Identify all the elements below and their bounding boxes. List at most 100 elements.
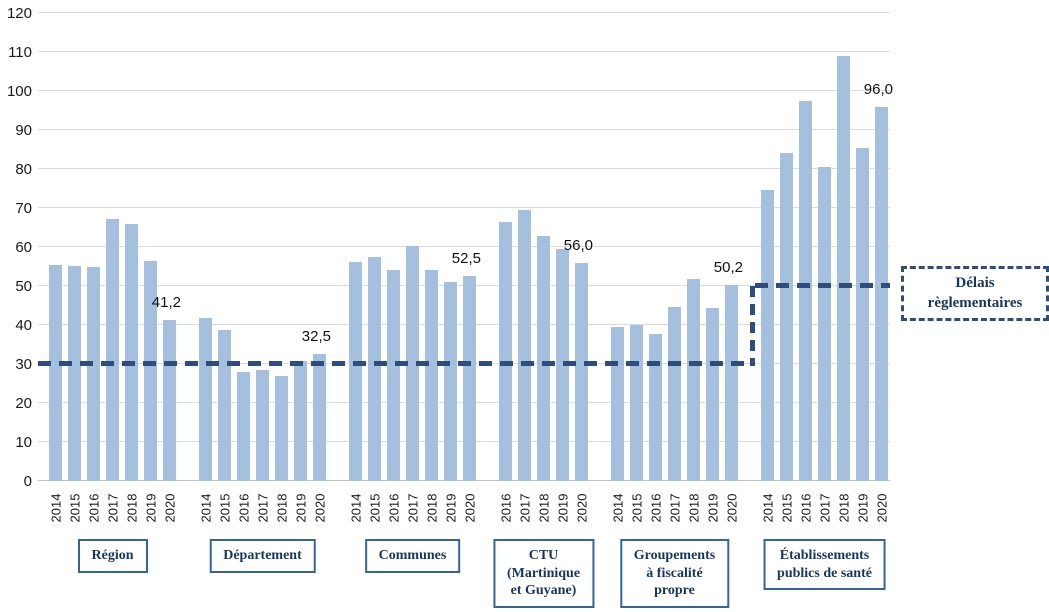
bar-slot: 2016 bbox=[798, 13, 813, 522]
bar-2018 bbox=[425, 269, 438, 481]
category-box: Département bbox=[209, 539, 316, 573]
x-axis-year-label: 2015 bbox=[629, 493, 644, 523]
y-axis-tick-label: 50 bbox=[15, 278, 32, 295]
category-box-label-line: et Guyane) bbox=[510, 583, 577, 598]
bar-slot: 2016 bbox=[86, 13, 101, 522]
x-axis-year-label: 2019 bbox=[705, 493, 720, 523]
bar-slot: 2014 bbox=[610, 13, 625, 522]
bar-2020 bbox=[313, 354, 326, 481]
x-axis-year-label: 2015 bbox=[779, 493, 794, 523]
bar-slot: 2020 52,5 bbox=[452, 13, 481, 522]
data-label-callout: 96,0 bbox=[863, 80, 893, 98]
x-axis-year-label: 2017 bbox=[517, 493, 532, 523]
x-axis-year-label: 2015 bbox=[217, 493, 232, 523]
category-box: Région bbox=[77, 539, 148, 573]
bar-slot: 2018 bbox=[686, 13, 701, 522]
category-box: Établissements publics de santé bbox=[763, 539, 886, 590]
x-axis-year-label: 2015 bbox=[67, 493, 82, 523]
x-axis-year-label: 2014 bbox=[198, 493, 213, 523]
bar-2017 bbox=[668, 306, 681, 481]
gridline-120 bbox=[38, 12, 890, 13]
x-axis-year-label: 2018 bbox=[274, 493, 289, 523]
bar-2015 bbox=[68, 265, 81, 481]
x-axis-year-label: 2020 bbox=[724, 493, 739, 523]
x-axis-year-label: 2016 bbox=[798, 493, 813, 523]
y-axis-tick-label: 110 bbox=[8, 44, 32, 61]
category-box-label-line: à fiscalité bbox=[646, 565, 703, 581]
bar-slot: 2020 41,2 bbox=[152, 13, 181, 522]
y-axis-tick-label: 100 bbox=[6, 83, 32, 100]
x-axis-year-label: 2020 bbox=[312, 493, 327, 523]
x-axis-year-label: 2020 bbox=[874, 493, 889, 523]
bar-slot: 2019 bbox=[143, 13, 158, 522]
category-box-label-line: publics de santé bbox=[777, 565, 872, 581]
bar-slot: 2015 bbox=[779, 13, 794, 522]
y-axis-tick-label: 80 bbox=[15, 161, 32, 178]
bar-slot: 2019 bbox=[443, 13, 458, 522]
bar-2016 bbox=[799, 101, 812, 481]
bar-2020 bbox=[875, 106, 888, 481]
category-box-label-line: Département bbox=[223, 548, 302, 563]
x-axis-year-label: 2017 bbox=[817, 493, 832, 523]
data-label-callout: 41,2 bbox=[151, 294, 181, 312]
x-axis-year-label: 2016 bbox=[648, 493, 663, 523]
bar-slot: 2019 bbox=[293, 13, 308, 522]
bar-2015 bbox=[218, 330, 231, 481]
bar-slot: 2020 96,0 bbox=[864, 13, 893, 523]
category-box: CTU (Martinique et Guyane) bbox=[492, 539, 595, 608]
x-axis-year-label: 2017 bbox=[105, 493, 120, 523]
y-axis-tick-label: 90 bbox=[15, 122, 32, 139]
bar-2015 bbox=[780, 153, 793, 481]
data-label-callout: 56,0 bbox=[563, 236, 593, 254]
bar-slot: 2016 bbox=[386, 13, 401, 522]
x-axis-year-label: 2020 bbox=[462, 493, 477, 523]
category-box-label-line: Région bbox=[91, 548, 134, 563]
bar-2016 bbox=[649, 333, 662, 481]
x-axis-year-label: 2014 bbox=[610, 493, 625, 523]
bar-2015 bbox=[368, 256, 381, 481]
gridline-90 bbox=[38, 129, 890, 130]
bar-slot: 2019 bbox=[855, 13, 870, 522]
bar-2020 bbox=[163, 320, 176, 481]
category-box-label-line: Groupements bbox=[633, 548, 716, 563]
bar-slot: 2018 bbox=[836, 13, 851, 522]
reference-line-step bbox=[750, 286, 755, 366]
y-axis-tick-label: 10 bbox=[15, 434, 32, 451]
bar-2018 bbox=[837, 55, 850, 481]
bar-2014 bbox=[611, 327, 624, 481]
bar-2018 bbox=[687, 278, 700, 481]
bar-2016 bbox=[387, 269, 400, 481]
bar-slot: 2017 bbox=[105, 13, 120, 522]
x-axis-year-label: 2019 bbox=[143, 493, 158, 523]
bar-slot: 2019 bbox=[705, 13, 720, 522]
y-axis-tick-label: 0 bbox=[23, 473, 32, 490]
x-axis-year-label: 2020 bbox=[574, 493, 589, 523]
bar-2018 bbox=[125, 224, 138, 481]
x-axis-year-label: 2019 bbox=[555, 493, 570, 523]
reference-line-30 bbox=[38, 361, 748, 366]
bar-2017 bbox=[256, 369, 269, 481]
gridline-80 bbox=[38, 168, 890, 169]
bar-2017 bbox=[818, 167, 831, 481]
bar-2019 bbox=[706, 307, 719, 481]
category-box-label-line: Communes bbox=[378, 548, 447, 563]
category-box: Groupements à fiscalité propre bbox=[619, 539, 730, 608]
x-axis-year-label: 2014 bbox=[48, 493, 63, 523]
bar-slot: 2015 bbox=[629, 13, 644, 522]
bar-group-2: 2014 2015 2016 2017 2018 2019 2020 32,5 Départem… bbox=[198, 13, 331, 573]
x-axis-year-label: 2016 bbox=[386, 493, 401, 523]
x-axis-year-label: 2015 bbox=[367, 493, 382, 523]
bar-slot: 2017 bbox=[817, 13, 832, 522]
bar-group-4: 2016 2017 2018 2019 2020 56,0 CTU (Martinique et… bbox=[492, 13, 595, 608]
bar-slot: 2014 bbox=[760, 13, 775, 522]
gridline-110 bbox=[38, 51, 890, 52]
x-axis-year-label: 2017 bbox=[405, 493, 420, 523]
bar-2017 bbox=[106, 218, 119, 481]
x-axis-year-label: 2016 bbox=[498, 493, 513, 523]
data-label-callout: 32,5 bbox=[301, 328, 331, 346]
reference-line-label-line2: règlementaires bbox=[927, 295, 1023, 312]
reference-line-label-line1: Délais bbox=[955, 275, 995, 291]
x-axis-year-label: 2018 bbox=[686, 493, 701, 523]
bar-slot: 2014 bbox=[198, 13, 213, 522]
data-label-callout: 50,2 bbox=[713, 259, 743, 277]
